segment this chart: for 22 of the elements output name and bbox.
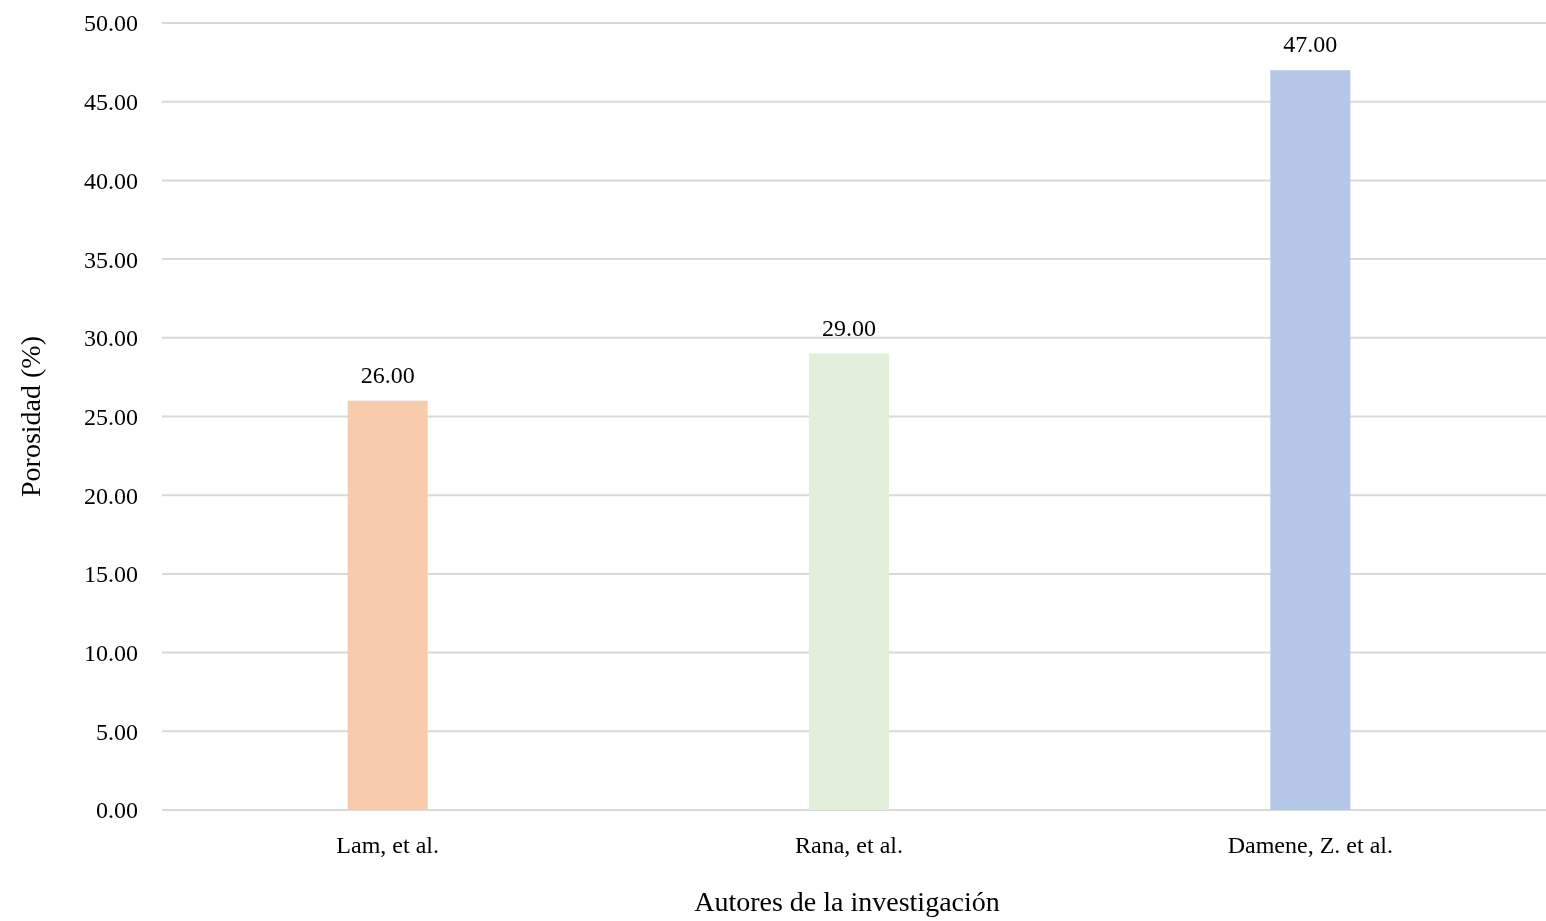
bar [347, 400, 428, 810]
x-tick-label: Rana, et al. [795, 832, 903, 858]
y-tick-label: 50.00 [84, 10, 138, 37]
y-tick-label: 45.00 [84, 89, 138, 116]
y-axis-title: Porosidad (%) [15, 336, 46, 497]
bar [809, 353, 889, 810]
y-tick-label: 40.00 [84, 167, 138, 194]
y-tick-label: 15.00 [84, 561, 138, 588]
x-tick-label: Damene, Z. et al. [1227, 832, 1393, 858]
y-tick-label: 5.00 [96, 718, 138, 745]
y-tick-label: 25.00 [84, 403, 138, 430]
data-label: 26.00 [360, 361, 415, 388]
data-label: 29.00 [822, 314, 876, 341]
y-tick-label: 35.00 [84, 246, 138, 273]
x-tick-label: Lam, et al. [336, 832, 439, 858]
y-tick-label: 10.00 [84, 640, 138, 666]
x-axis-title: Autores de la investigación [694, 886, 1000, 917]
y-tick-label: 0.00 [96, 797, 138, 824]
bar [1270, 70, 1351, 810]
y-tick-label: 20.00 [84, 482, 138, 509]
data-label: 47.00 [1283, 31, 1338, 58]
y-tick-label: 30.00 [84, 325, 138, 352]
